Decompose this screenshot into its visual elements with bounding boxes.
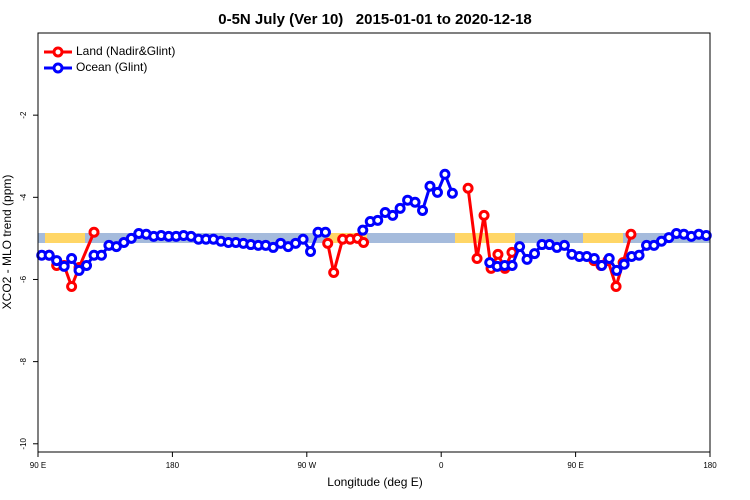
- data-point: [492, 248, 504, 260]
- legend-marker: [52, 62, 64, 74]
- legend-label: Ocean (Glint): [76, 60, 147, 74]
- ocean-band: [38, 233, 710, 243]
- data-point: [610, 280, 622, 292]
- y-tick-label: -2: [19, 111, 28, 119]
- data-point: [357, 224, 369, 236]
- data-point: [588, 253, 600, 265]
- data-point: [66, 280, 78, 292]
- data-point: [439, 168, 451, 180]
- y-axis-label: XCO2 - MLO trend (ppm): [0, 175, 14, 310]
- data-point: [478, 209, 490, 221]
- data-point: [372, 214, 384, 226]
- legend-marker: [52, 46, 64, 58]
- data-point: [322, 237, 334, 249]
- data-point: [700, 230, 712, 242]
- data-point: [633, 249, 645, 261]
- data-point: [446, 187, 458, 199]
- y-tick-label: -10: [19, 437, 28, 449]
- data-point: [462, 182, 474, 194]
- data-point: [358, 237, 370, 248]
- land-band: [455, 233, 515, 243]
- data-point: [625, 228, 637, 240]
- x-tick-label: 0: [439, 461, 444, 470]
- data-point: [387, 209, 399, 221]
- data-point: [603, 253, 615, 265]
- data-point: [471, 253, 483, 265]
- data-point: [558, 239, 570, 251]
- data-point: [611, 264, 623, 276]
- data-point: [58, 260, 70, 272]
- data-point: [424, 180, 436, 192]
- data-point: [51, 255, 63, 267]
- plot-area: [36, 168, 712, 292]
- x-tick-label: 90 E: [30, 461, 46, 470]
- chart-title: 0-5N July (Ver 10) 2015-01-01 to 2020-12…: [218, 11, 532, 28]
- y-tick-label: -8: [19, 358, 28, 366]
- data-point: [431, 186, 443, 198]
- x-tick-label: 180: [703, 461, 717, 470]
- data-point: [328, 266, 340, 278]
- data-point: [417, 204, 429, 216]
- legend-label: Land (Nadir&Glint): [76, 44, 175, 58]
- x-axis-label: Longitude (deg E): [327, 475, 422, 489]
- data-point: [43, 249, 55, 261]
- data-point: [514, 241, 526, 253]
- data-point: [81, 260, 93, 272]
- data-point: [95, 249, 107, 261]
- data-point: [88, 226, 100, 238]
- data-point: [305, 246, 317, 258]
- x-tick-label: 180: [166, 461, 180, 470]
- data-point: [409, 196, 421, 208]
- data-point: [73, 264, 85, 276]
- data-point: [521, 253, 533, 265]
- y-tick-label: -4: [19, 193, 28, 201]
- y-tick-label: -6: [19, 275, 28, 283]
- data-point: [596, 260, 608, 272]
- data-point: [394, 202, 406, 214]
- data-point: [319, 226, 331, 238]
- land-band: [45, 233, 85, 243]
- plot-frame: [37, 32, 711, 453]
- x-tick-label: 90 E: [567, 461, 583, 470]
- data-point: [66, 253, 78, 265]
- data-point: [529, 248, 541, 260]
- data-point: [297, 233, 309, 245]
- data-point: [125, 232, 137, 244]
- land-band: [583, 233, 623, 243]
- data-point: [618, 258, 630, 270]
- x-tick-label: 90 W: [297, 461, 316, 470]
- data-point: [506, 260, 518, 272]
